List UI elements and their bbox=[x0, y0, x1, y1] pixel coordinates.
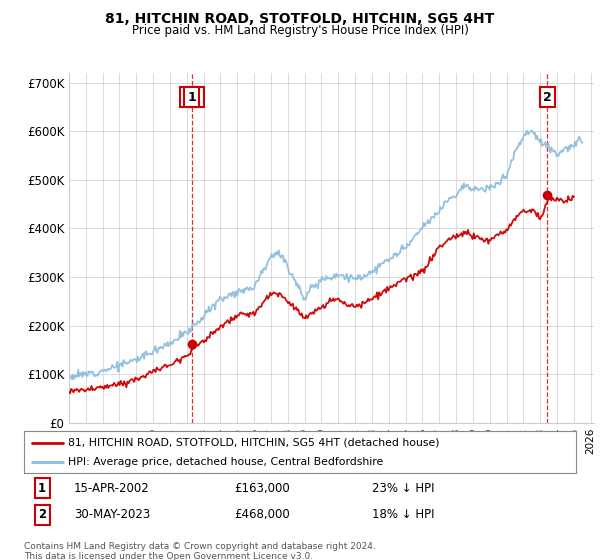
Text: 2: 2 bbox=[38, 508, 46, 521]
Text: 15-APR-2002: 15-APR-2002 bbox=[74, 482, 149, 494]
Text: 81, HITCHIN ROAD, STOTFOLD, HITCHIN, SG5 4HT: 81, HITCHIN ROAD, STOTFOLD, HITCHIN, SG5… bbox=[106, 12, 494, 26]
Text: 1: 1 bbox=[187, 91, 196, 104]
Text: 2: 2 bbox=[543, 91, 551, 104]
Text: 30-MAY-2023: 30-MAY-2023 bbox=[74, 508, 150, 521]
Text: 81, HITCHIN ROAD, STOTFOLD, HITCHIN, SG5 4HT (detached house): 81, HITCHIN ROAD, STOTFOLD, HITCHIN, SG5… bbox=[68, 437, 440, 447]
Text: 18% ↓ HPI: 18% ↓ HPI bbox=[372, 508, 434, 521]
Text: Contains HM Land Registry data © Crown copyright and database right 2024.
This d: Contains HM Land Registry data © Crown c… bbox=[24, 542, 376, 560]
Text: Price paid vs. HM Land Registry's House Price Index (HPI): Price paid vs. HM Land Registry's House … bbox=[131, 24, 469, 36]
Text: £163,000: £163,000 bbox=[234, 482, 290, 494]
Text: HPI: Average price, detached house, Central Bedfordshire: HPI: Average price, detached house, Cent… bbox=[68, 457, 383, 467]
Text: 1: 1 bbox=[38, 482, 46, 494]
Text: £468,000: £468,000 bbox=[234, 508, 290, 521]
Text: 02: 02 bbox=[183, 91, 200, 104]
Text: 23% ↓ HPI: 23% ↓ HPI bbox=[372, 482, 434, 494]
